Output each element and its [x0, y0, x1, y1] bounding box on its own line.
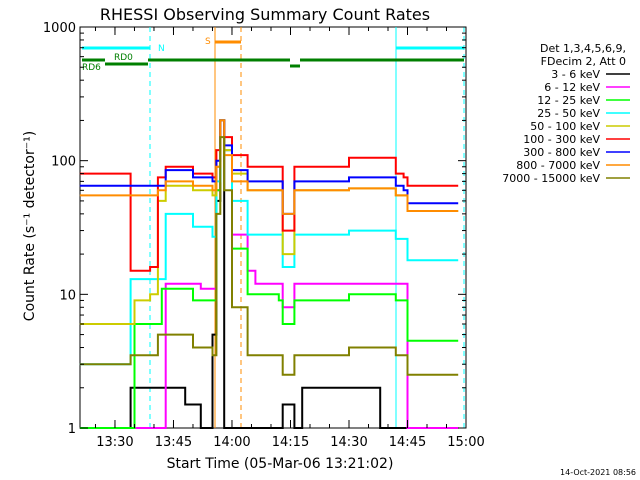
x-tick-label: 14:15	[272, 435, 309, 450]
flag-label: RD6	[82, 63, 101, 73]
legend-label: 300 - 800 keV	[523, 146, 600, 159]
legend-label: 7000 - 15000 keV	[502, 172, 600, 185]
axes: 13:30 13:45 14:00 14:15 14:30 14:45 15:00 1 10 10…	[43, 21, 485, 450]
series-line	[79, 119, 459, 215]
x-tick-label: 15:00	[447, 435, 484, 450]
y-tick-label: 100	[51, 155, 76, 170]
y-axis-label: Count Rate (s⁻¹ detector⁻¹)	[22, 131, 38, 321]
flag-bars: N S RD0 RD6	[82, 27, 465, 428]
x-tick-label: 14:45	[389, 435, 426, 450]
chart-title: RHESSI Observing Summary Count Rates	[100, 5, 430, 24]
legend-header: Det 1,3,4,5,6,9,	[540, 42, 626, 55]
legend-label: 6 - 12 keV	[544, 81, 600, 94]
legend: Det 1,3,4,5,6,9,FDecim 2, Att 03 - 6 keV…	[502, 42, 630, 185]
x-tick-label: 14:00	[213, 435, 250, 450]
flag-label: S	[205, 37, 211, 47]
x-tick-label: 13:30	[96, 435, 133, 450]
legend-header: FDecim 2, Att 0	[541, 55, 626, 68]
y-tick-label: 1000	[43, 21, 76, 36]
flag-label: RD0	[114, 53, 133, 63]
legend-label: 100 - 300 keV	[523, 133, 600, 146]
legend-label: 800 - 7000 keV	[516, 159, 600, 172]
legend-label: 25 - 50 keV	[537, 107, 600, 120]
legend-label: 50 - 100 keV	[530, 120, 600, 133]
series-layer	[79, 119, 459, 429]
y-tick-label: 1	[68, 422, 76, 437]
x-axis-label: Start Time (05-Mar-06 13:21:02)	[167, 456, 394, 472]
legend-label: 12 - 25 keV	[537, 94, 600, 107]
x-tick-label: 14:30	[330, 435, 367, 450]
flag-label: N	[158, 44, 165, 54]
x-tick-label: 13:45	[155, 435, 192, 450]
timestamp: 14-Oct-2021 08:56	[560, 468, 636, 477]
plot-area	[79, 26, 467, 429]
plot-frame	[79, 26, 467, 429]
legend-label: 3 - 6 keV	[551, 68, 600, 81]
y-tick-label: 10	[59, 288, 76, 303]
series-line	[79, 136, 459, 376]
